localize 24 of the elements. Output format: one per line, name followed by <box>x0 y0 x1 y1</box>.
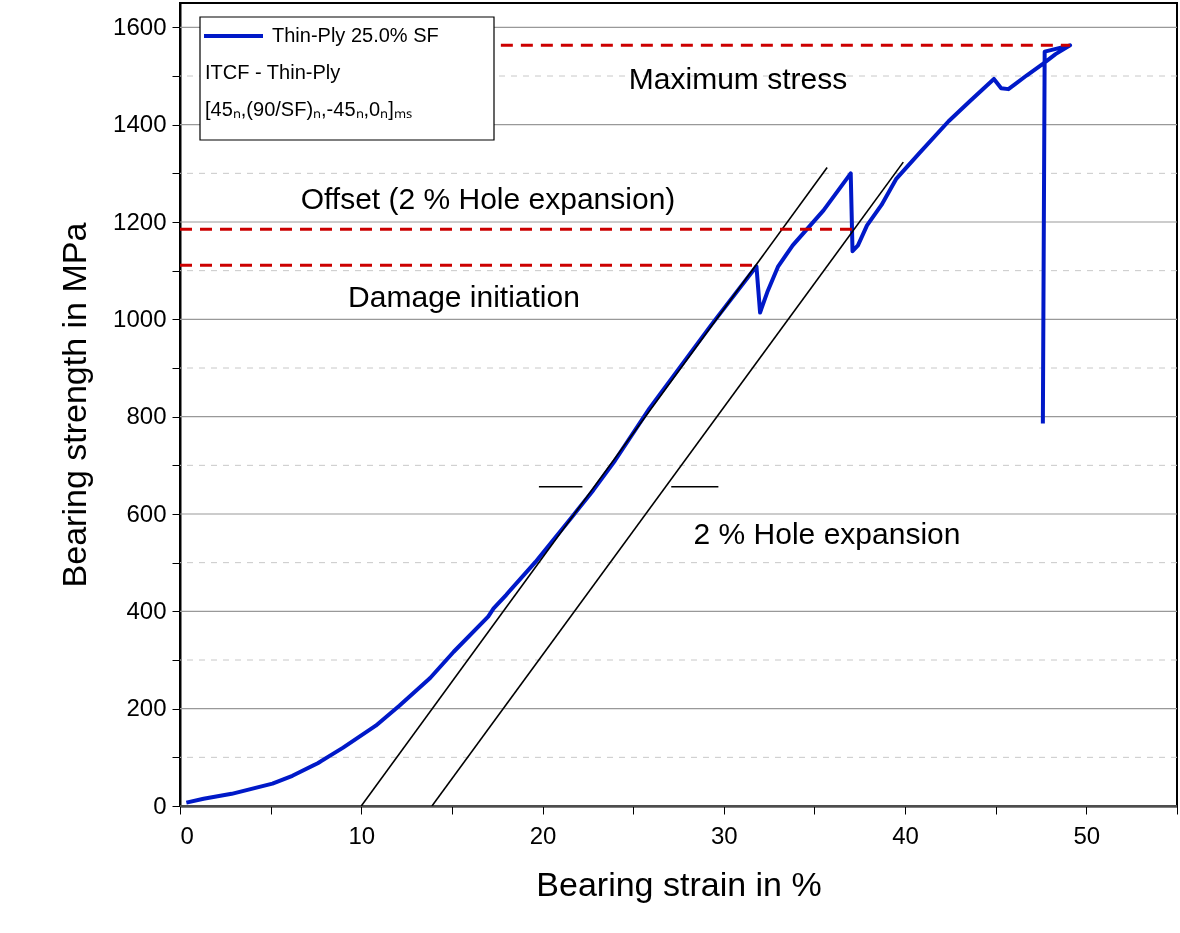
y-tick-label: 400 <box>126 596 167 624</box>
x-tick-label: 10 <box>348 821 376 849</box>
y-tick-label: 1000 <box>113 304 167 332</box>
legend-label: Thin-Ply 25.0% SF <box>272 24 439 46</box>
annotation: Maximum stress <box>628 62 848 95</box>
y-tick-label: 800 <box>126 402 167 430</box>
y-tick-label: 1200 <box>113 207 167 235</box>
x-tick-label: 0 <box>180 821 194 849</box>
y-tick-label: 600 <box>126 499 167 527</box>
y-tick-label: 1600 <box>113 12 167 40</box>
x-tick-label: 40 <box>892 821 919 849</box>
y-tick-label: 1400 <box>113 110 167 138</box>
y-axis-title: Bearing strength in MPa <box>55 222 94 588</box>
annotation: Damage initiation <box>348 280 580 313</box>
annotation: [45ₙ,(90/SF)ₙ,-45ₙ,0ₙ]ₘₛ <box>205 98 412 120</box>
x-axis-title: Bearing strain in % <box>536 864 822 903</box>
annotation: ITCF - Thin-Ply <box>205 61 341 83</box>
x-tick-label: 50 <box>1073 821 1101 849</box>
y-tick-label: 0 <box>153 791 167 819</box>
x-tick-label: 20 <box>529 821 557 849</box>
x-tick-label: 30 <box>710 821 738 849</box>
annotation: 2 % Hole expansion <box>693 517 961 550</box>
y-tick-label: 200 <box>126 694 167 722</box>
annotation: Offset (2 % Hole expansion) <box>300 182 676 215</box>
